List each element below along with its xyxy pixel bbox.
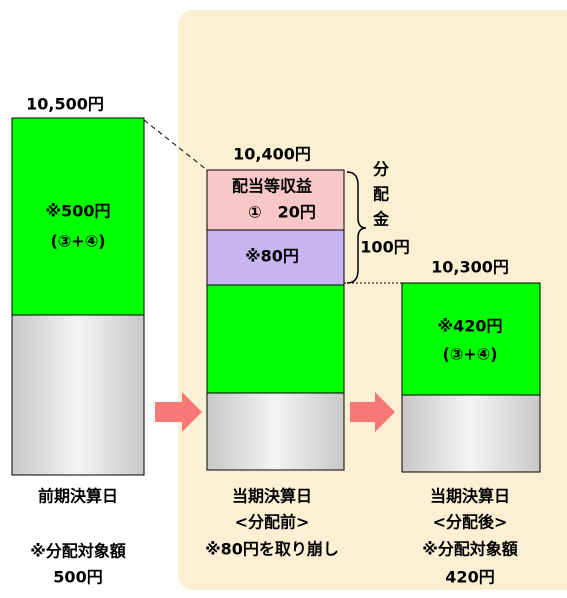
caption: ※分配対象額 [30,542,126,561]
green-segment [11,117,145,316]
caption: ※80円を取り崩し [205,540,339,559]
amount: 10,300円 [431,258,509,277]
segment-text: ① 20円 [248,203,316,222]
distribution-label: 配 [373,185,389,204]
distribution-label: 金 [372,210,390,229]
caption: <分配前> [235,513,310,532]
segment-text: (③+④) [442,345,497,364]
segment-text: ※420円 [438,317,503,336]
gray-segment [401,394,541,473]
gray-segment [11,314,145,476]
brace [346,171,367,284]
segment-text: 配当等収益 [232,177,312,196]
distribution-label: 分 [373,160,389,179]
caption: 前期決算日 [38,487,118,506]
segment-text: ※80円 [245,247,299,266]
amount: 10,500円 [26,95,104,114]
caption: 420円 [445,568,494,587]
amount: 10,400円 [233,145,311,164]
dashed-line [143,119,208,171]
caption: 500円 [53,568,102,587]
gray-segment [206,392,345,471]
caption: ※分配対象額 [422,540,518,559]
distribution-amount: 100円 [360,238,409,257]
green-segment [401,282,541,396]
segment-text: (③+④) [50,232,105,251]
arrow [350,392,395,432]
segment-text: ※500円 [46,202,111,221]
arrow [155,392,202,432]
green-segment [206,284,345,394]
caption: <分配後> [433,513,508,532]
caption: 当期決算日 [232,487,312,506]
lavender-segment [206,229,345,286]
caption: 当期決算日 [430,487,510,506]
